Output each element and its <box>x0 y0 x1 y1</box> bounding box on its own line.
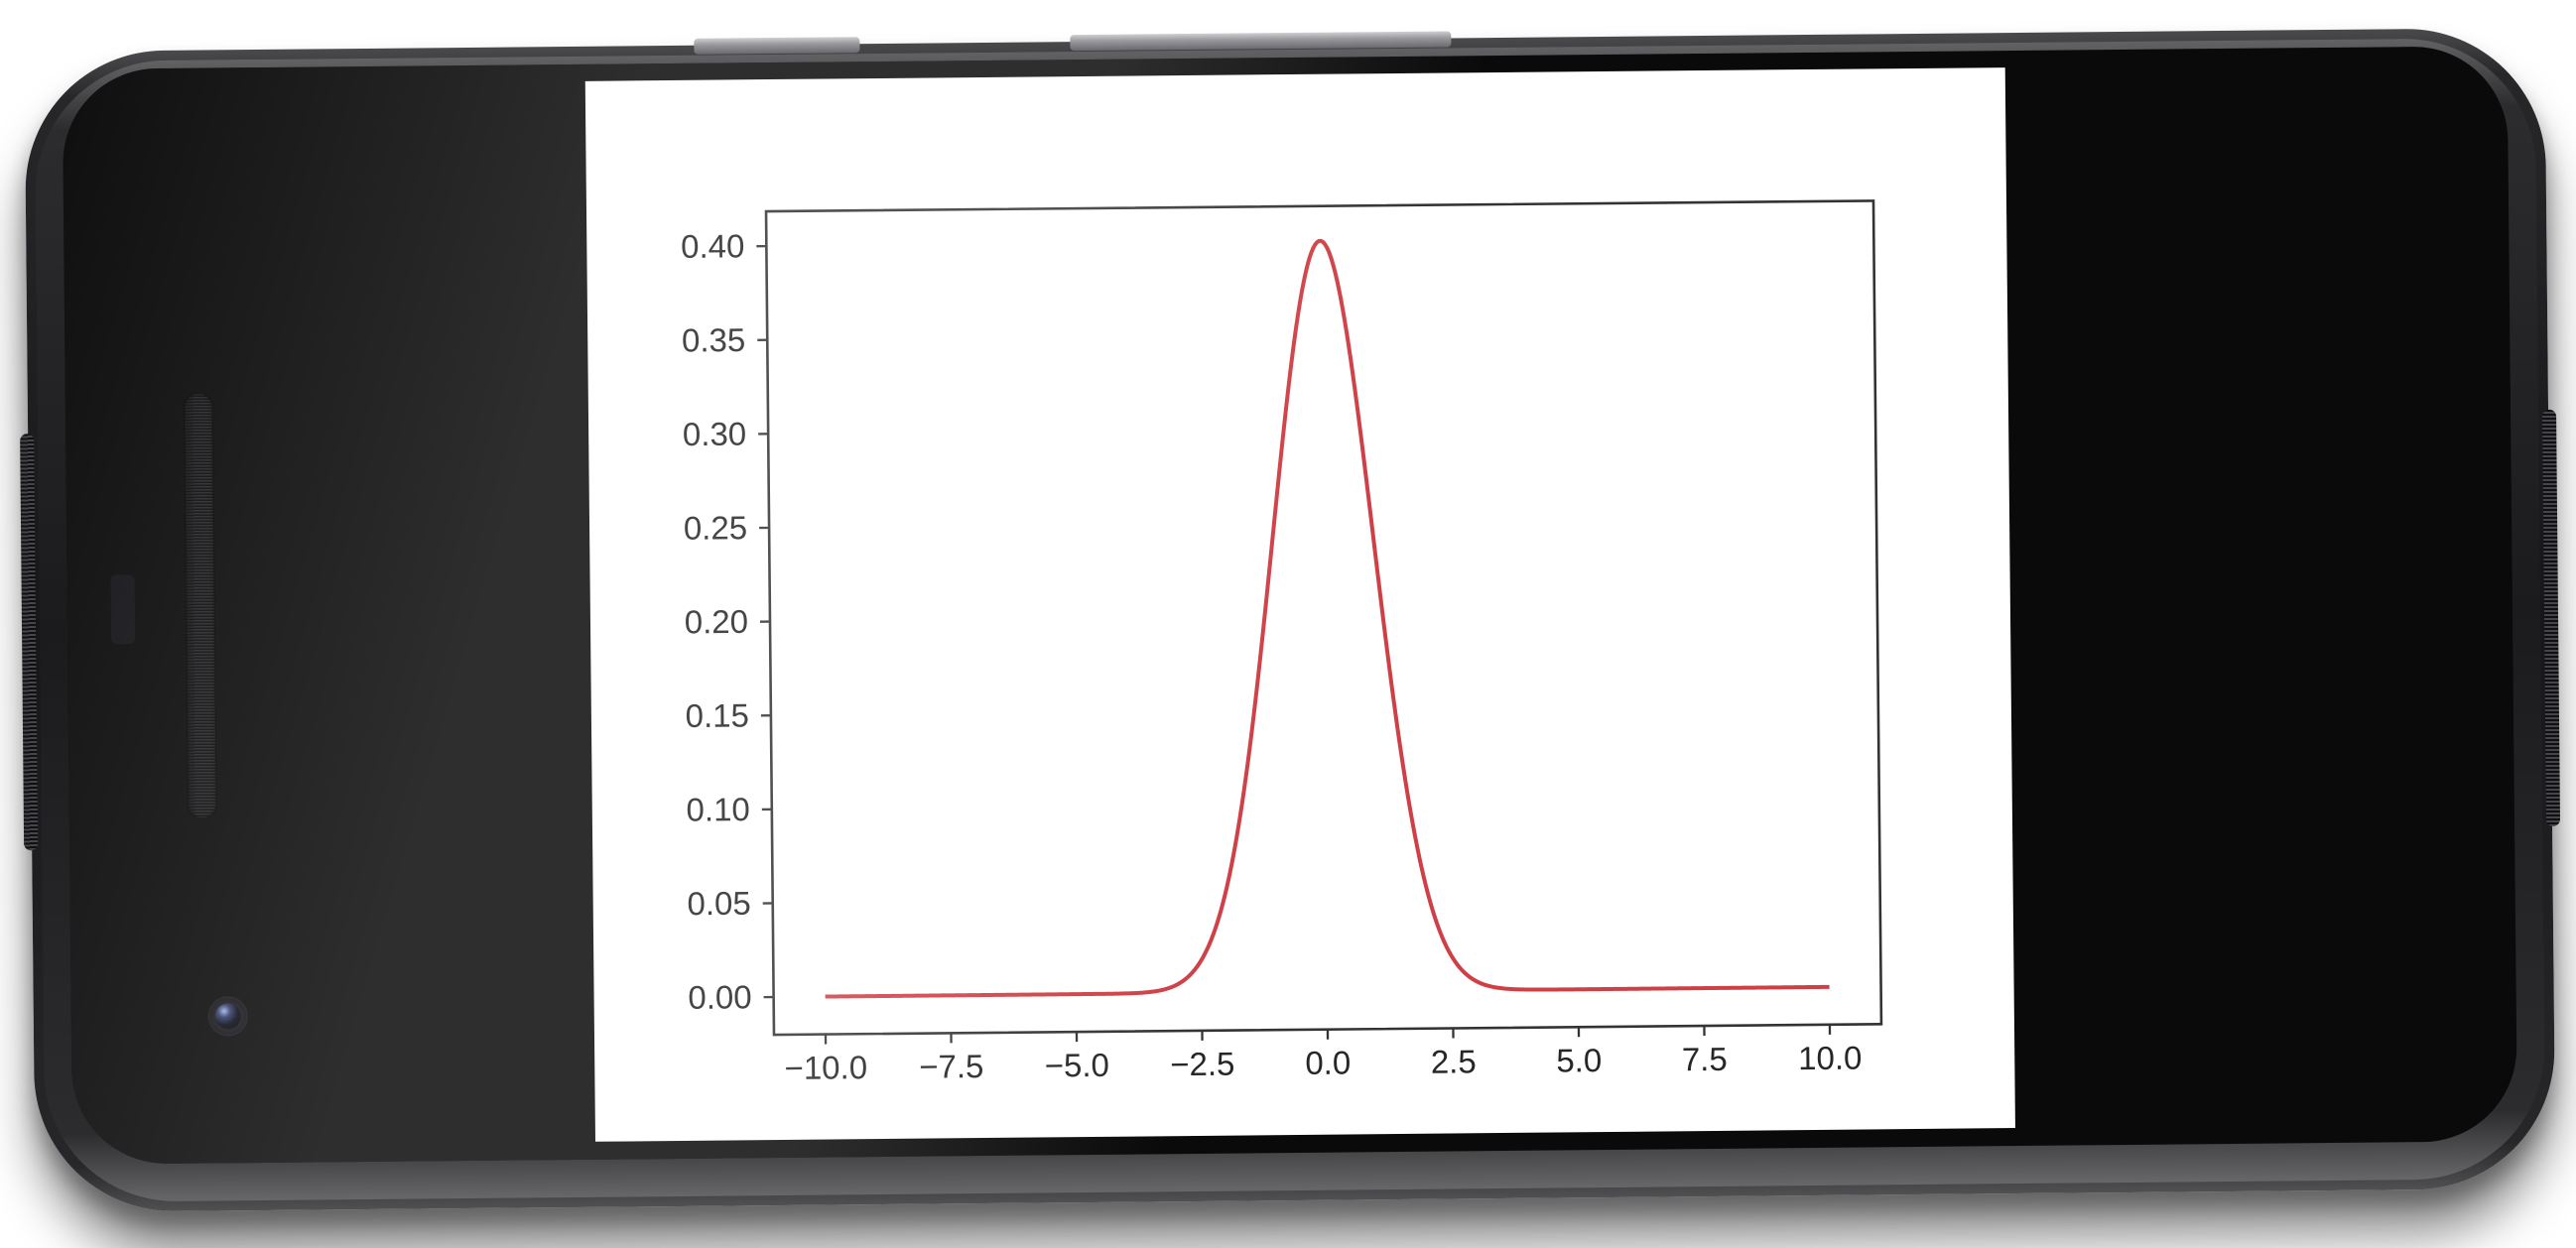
svg-text:0.15: 0.15 <box>685 696 749 734</box>
svg-text:10.0: 10.0 <box>1798 1040 1863 1077</box>
svg-text:0.30: 0.30 <box>683 416 747 453</box>
svg-text:−10.0: −10.0 <box>784 1049 867 1086</box>
svg-text:0.35: 0.35 <box>682 321 746 359</box>
svg-text:7.5: 7.5 <box>1682 1041 1728 1077</box>
svg-text:0.20: 0.20 <box>685 603 749 641</box>
svg-text:−7.5: −7.5 <box>919 1048 984 1085</box>
svg-text:−2.5: −2.5 <box>1170 1046 1235 1083</box>
svg-text:−5.0: −5.0 <box>1045 1047 1110 1084</box>
svg-text:5.0: 5.0 <box>1556 1042 1602 1078</box>
svg-text:2.5: 2.5 <box>1431 1043 1477 1079</box>
svg-text:0.05: 0.05 <box>687 885 751 923</box>
svg-text:0.00: 0.00 <box>688 978 752 1016</box>
svg-text:0.25: 0.25 <box>684 509 748 547</box>
svg-text:0.0: 0.0 <box>1305 1044 1351 1080</box>
svg-text:0.10: 0.10 <box>686 791 750 828</box>
svg-text:0.40: 0.40 <box>681 227 745 265</box>
